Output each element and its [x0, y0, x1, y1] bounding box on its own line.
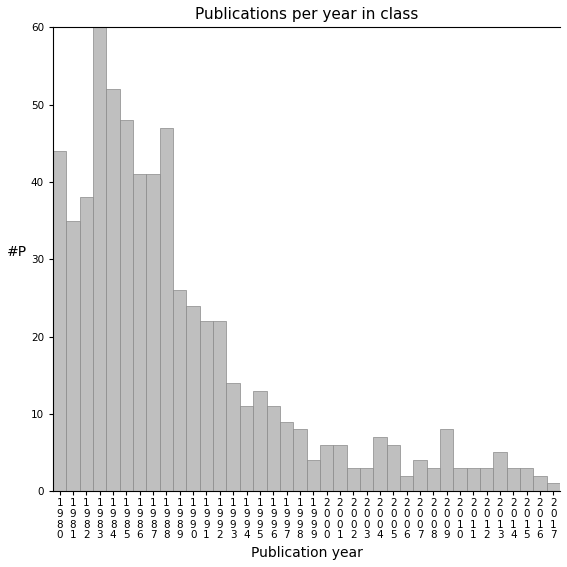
Bar	[80, 197, 93, 491]
Bar	[240, 406, 253, 491]
Title: Publications per year in class: Publications per year in class	[195, 7, 418, 22]
Bar	[307, 460, 320, 491]
Bar	[333, 445, 346, 491]
Bar	[454, 468, 467, 491]
Bar	[320, 445, 333, 491]
Bar	[493, 452, 507, 491]
Bar	[520, 468, 534, 491]
Bar	[480, 468, 493, 491]
Bar	[387, 445, 400, 491]
Bar	[360, 468, 373, 491]
Bar	[173, 290, 187, 491]
Bar	[146, 174, 160, 491]
Bar	[413, 460, 426, 491]
Bar	[293, 429, 307, 491]
Bar	[133, 174, 146, 491]
Bar	[547, 484, 560, 491]
X-axis label: Publication year: Publication year	[251, 546, 362, 560]
Bar	[346, 468, 360, 491]
Bar	[440, 429, 454, 491]
Bar	[226, 383, 240, 491]
Bar	[426, 468, 440, 491]
Bar	[107, 89, 120, 491]
Bar	[213, 321, 226, 491]
Bar	[253, 391, 266, 491]
Bar	[373, 437, 387, 491]
Bar	[120, 120, 133, 491]
Bar	[53, 151, 66, 491]
Bar	[507, 468, 520, 491]
Bar	[160, 128, 173, 491]
Bar	[200, 321, 213, 491]
Bar	[266, 406, 280, 491]
Bar	[534, 476, 547, 491]
Bar	[93, 27, 107, 491]
Bar	[400, 476, 413, 491]
Bar	[187, 306, 200, 491]
Bar	[66, 221, 80, 491]
Bar	[467, 468, 480, 491]
Y-axis label: #P: #P	[7, 245, 27, 259]
Bar	[280, 422, 293, 491]
